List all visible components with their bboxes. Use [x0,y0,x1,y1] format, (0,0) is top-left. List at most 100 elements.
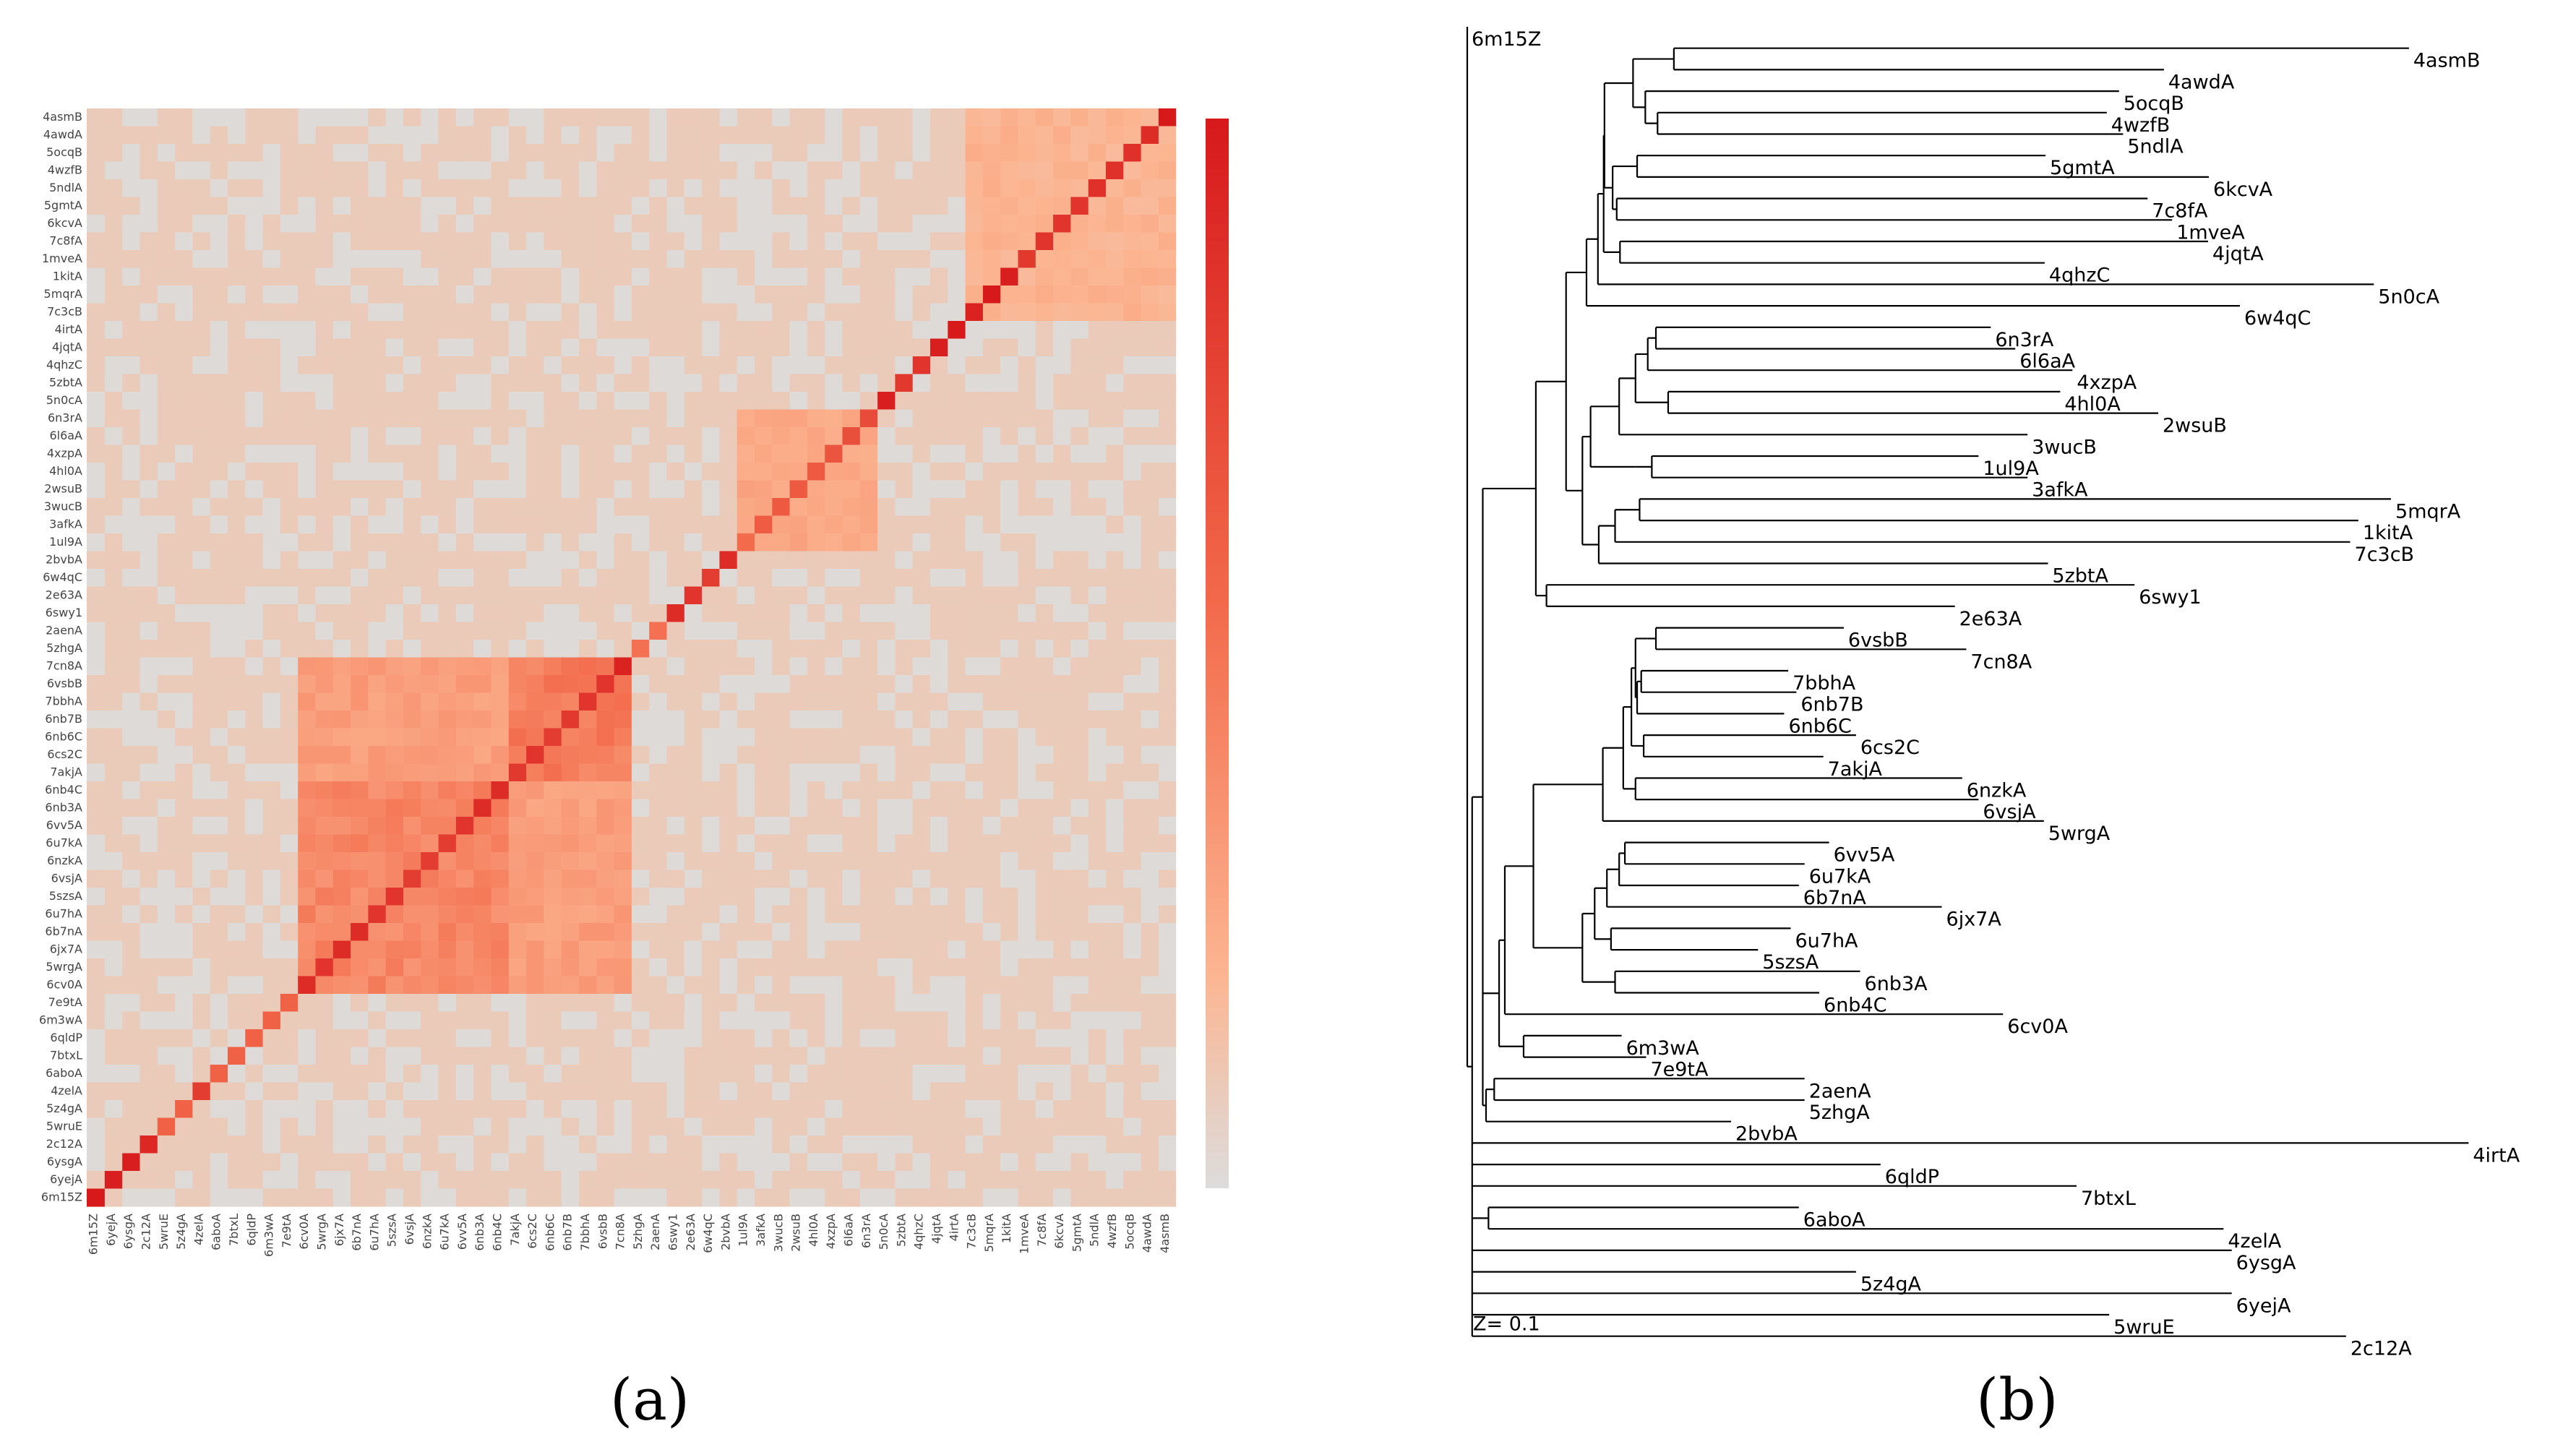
heatmap-cell [227,285,246,304]
heatmap-cell [210,746,228,765]
heatmap-cell [543,179,562,198]
heatmap-cell [473,515,491,534]
tree-labels: 6m15Z4asmB4awdA5ocqB4wzfB5ndlA5gmtA6kcvA… [1472,28,2520,1360]
heatmap-cell [210,1011,228,1030]
heatmap-cell [508,1117,527,1136]
heatmap-cell [718,267,737,286]
heatmap-cell [929,1011,948,1030]
heatmap-cell [684,126,703,145]
heatmap-cell [525,834,544,853]
heatmap-cell [332,232,351,251]
heatmap-cell [737,1117,755,1136]
tree-leaf-label: 6l6aA [2019,351,2075,373]
heatmap-cell [543,1117,562,1136]
heatmap-cell [561,215,579,233]
heatmap-cell [473,108,491,127]
heatmap-cell [807,728,825,747]
heatmap-cell [912,1171,930,1190]
heatmap-cell [420,1082,439,1101]
heatmap-cell [596,940,614,959]
heatmap-cell [894,1171,913,1190]
heatmap-cell [350,888,369,906]
heatmap-cell [420,515,439,534]
heatmap-cell [1105,533,1124,552]
heatmap-cell [1035,976,1054,995]
heatmap-cell [578,1100,597,1119]
tree-leaf-label: 5ocqB [2124,93,2184,115]
heatmap-cell [1070,569,1089,588]
heatmap-cell [525,321,544,340]
heatmap-cell [139,817,158,836]
heatmap-cell [631,640,650,658]
heatmap-cell [965,463,983,481]
heatmap-cell [824,781,843,800]
heatmap-cell [227,692,246,711]
heatmap-cell [420,657,439,676]
heatmap-cell [666,905,684,924]
heatmap-cell [807,250,825,269]
heatmap-cell [771,923,790,942]
heatmap-cell [87,799,105,817]
heatmap-cell [1035,905,1054,924]
heatmap-cell [666,1082,684,1101]
heatmap-cell [1158,976,1177,995]
heatmap-cell [824,409,843,428]
heatmap-cell [455,144,474,163]
heatmap-cell [350,215,369,233]
heatmap-cell [648,1100,667,1119]
heatmap-cell [525,923,544,942]
heatmap-cell [701,427,720,446]
heatmap-cell [965,746,983,765]
heatmap-cell [1158,161,1177,180]
heatmap-cell [894,498,913,517]
heatmap-cell [965,852,983,871]
heatmap-cell [157,126,176,145]
heatmap-cell [262,586,280,605]
heatmap-cell [314,285,333,304]
heatmap-cell [174,675,193,694]
heatmap-cell [244,215,263,233]
heatmap-cell [174,940,193,959]
heatmap-cell [262,746,280,765]
heatmap-cell [1000,1171,1018,1190]
heatmap-cell [1070,179,1089,198]
heatmap-cell [367,746,386,765]
heatmap-cell [174,834,193,853]
heatmap-cell [210,569,228,588]
heatmap-cell [1122,409,1141,428]
heatmap-cell [718,870,737,888]
heatmap-cell [1105,940,1124,959]
heatmap-cell [578,480,597,499]
heatmap-cell [262,551,280,570]
heatmap-cell [1052,958,1071,977]
heatmap-cell [841,1188,860,1207]
heatmap-cell [1158,179,1177,198]
heatmap-cell [718,710,737,729]
heatmap-cell [1035,392,1054,411]
heatmap-cell [227,392,246,411]
heatmap-cell [631,126,650,145]
heatmap-cell [543,905,562,924]
heatmap-cell [1070,409,1089,428]
heatmap-cell [420,1153,439,1172]
heatmap-cell [455,692,474,711]
heatmap-cell [508,799,527,817]
heatmap-cell [525,604,544,623]
heatmap-cell [631,834,650,853]
heatmap-cell [192,870,210,888]
heatmap-cell [947,374,966,392]
heatmap-cell [473,161,491,180]
heatmap-cell [104,905,123,924]
heatmap-cell [210,923,228,942]
heatmap-cell [982,799,1001,817]
heatmap-cell [614,1047,632,1065]
heatmap-cell [314,888,333,906]
colorbar [1206,119,1229,1188]
heatmap-cell [192,692,210,711]
heatmap-cell [1017,710,1036,729]
heatmap-cell [841,551,860,570]
heatmap-cell [982,303,1001,322]
heatmap-cell [631,409,650,428]
heatmap-cell [965,1100,983,1119]
heatmap-cell [684,1029,703,1048]
